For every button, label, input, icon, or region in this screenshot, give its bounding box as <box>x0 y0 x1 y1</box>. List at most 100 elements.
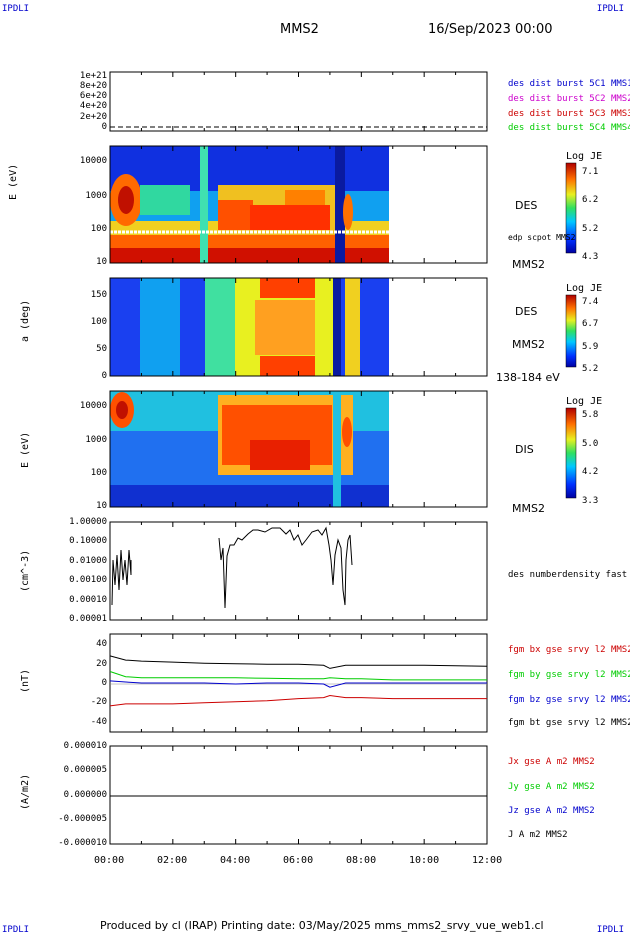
ytick-label: 100 <box>90 224 107 234</box>
spacecraft-label: MMS2 <box>512 258 545 271</box>
xtick-label: 02:00 <box>157 855 188 866</box>
energy-range-label: 138-184 eV <box>496 371 560 384</box>
legend-item: des dist burst 5C2 MMS2 <box>508 94 630 104</box>
legend-item: fgm bz gse srvy l2 MMS2 <box>508 695 630 705</box>
ytick-label: 6e+20 <box>79 91 107 101</box>
colorbar-tick: 6.2 <box>582 195 599 205</box>
ytick-label: 100 <box>90 317 107 327</box>
colorbar-tick: 4.3 <box>582 252 599 262</box>
legend-item: J A m2 MMS2 <box>508 830 568 840</box>
ytick-label: 0.00010 <box>69 595 107 605</box>
ytick-label: 0 <box>101 122 107 132</box>
ytick-label: 8e+20 <box>79 81 107 91</box>
xtick-label: 12:00 <box>472 855 503 866</box>
ytick-label: 1.00000 <box>69 517 107 527</box>
ytick-label: 50 <box>96 344 107 354</box>
ytick-label: 4e+20 <box>79 101 107 111</box>
colorbar-title: Log JE <box>566 283 603 294</box>
ylabel-bfield: (nT) <box>20 668 31 693</box>
legend-item: des numberdensity fast M <box>508 570 630 580</box>
legend-item: des dist burst 5C3 MMS3 <box>508 109 630 119</box>
ytick-label: -40 <box>90 717 107 727</box>
colorbar-tick: 5.8 <box>582 410 599 420</box>
ylabel-current: (A/m2) <box>20 773 31 810</box>
scpot-label: edp scpot MMS2 <box>508 233 576 242</box>
ylabel-density: (cm^-3) <box>20 549 31 592</box>
ytick-label: 1000 <box>85 435 107 445</box>
instrument-label: DES <box>515 305 538 318</box>
legend-item: fgm bx gse srvy l2 MMS2 <box>508 645 630 655</box>
ytick-label: 2e+20 <box>79 112 107 122</box>
colorbar-tick: 5.2 <box>582 224 599 234</box>
colorbar-des-energy <box>565 162 577 254</box>
colorbar-title: Log JE <box>566 151 603 162</box>
corner-label-bottom-left: IPDLI <box>2 925 30 935</box>
xtick-label: 00:00 <box>94 855 125 866</box>
ytick-label: 0.10000 <box>69 536 107 546</box>
ytick-label: 10000 <box>79 401 107 411</box>
ytick-label: 40 <box>96 639 107 649</box>
xtick-label: 04:00 <box>220 855 251 866</box>
colorbar-tick: 7.1 <box>582 167 599 177</box>
corner-label-bottom-right: IPDLI <box>596 925 624 935</box>
panel-bfield <box>109 633 488 733</box>
legend-item: Jx gse A m2 MMS2 <box>508 757 595 767</box>
legend-item: fgm by gse srvy l2 MMS2 <box>508 670 630 680</box>
ytick-label: 10 <box>96 257 107 267</box>
panel-des-energy <box>109 145 488 264</box>
ytick-label: 0.000005 <box>63 765 107 775</box>
ylabel-des-pitch: a (deg) <box>20 299 31 342</box>
colorbar-tick: 5.9 <box>582 342 599 352</box>
ytick-label: -0.000005 <box>58 814 107 824</box>
spacecraft-title: MMS2 <box>280 22 319 37</box>
panel-current <box>109 745 488 845</box>
ytick-label: 10 <box>96 501 107 511</box>
xtick-label: 10:00 <box>409 855 440 866</box>
ytick-label: -20 <box>90 697 107 707</box>
instrument-label: DES <box>515 199 538 212</box>
ytick-label: 10000 <box>79 156 107 166</box>
panel-des-dist <box>109 71 488 132</box>
bfield-line-bt <box>109 655 488 669</box>
ytick-label: 0.00100 <box>69 575 107 585</box>
corner-label-top-left: IPDLI <box>2 4 30 14</box>
instrument-label: DIS <box>515 443 534 456</box>
legend-item: Jz gse A m2 MMS2 <box>508 806 595 816</box>
spacecraft-label: MMS2 <box>512 502 545 515</box>
colorbar-dis-energy <box>565 407 577 499</box>
ylabel-des-energy: E (eV) <box>8 163 19 200</box>
spacecraft-label: MMS2 <box>512 338 545 351</box>
colorbar-tick: 5.2 <box>582 364 599 374</box>
corner-label-top-right: IPDLI <box>596 4 624 14</box>
bfield-line-bz <box>109 680 487 688</box>
ytick-label: 100 <box>90 468 107 478</box>
colorbar-tick: 7.4 <box>582 297 599 307</box>
legend-item: fgm bt gse srvy l2 MMS2 <box>508 718 630 728</box>
legend-item: Jy gse A m2 MMS2 <box>508 782 595 792</box>
legend-item: des dist burst 5C1 MMS1 <box>508 79 630 89</box>
ytick-label: 1e+21 <box>79 71 107 81</box>
ytick-label: -0.000010 <box>58 838 107 848</box>
ytick-label: 0 <box>101 678 107 688</box>
ytick-label: 150 <box>90 290 107 300</box>
panel-dis-energy <box>109 390 488 508</box>
footer-text: Produced by cl (IRAP) Printing date: 03/… <box>100 919 544 932</box>
bfield-line-bx <box>109 694 487 707</box>
ytick-label: 0.00001 <box>69 614 107 624</box>
ytick-label: 0 <box>101 371 107 381</box>
colorbar-tick: 3.3 <box>582 496 599 506</box>
legend-item: des dist burst 5C4 MMS4 <box>508 123 630 133</box>
ytick-label: 20 <box>96 659 107 669</box>
bfield-line-by <box>109 671 487 681</box>
xtick-label: 06:00 <box>283 855 314 866</box>
ytick-label: 0.01000 <box>69 556 107 566</box>
xtick-label: 08:00 <box>346 855 377 866</box>
colorbar-tick: 6.7 <box>582 319 599 329</box>
panel-density <box>109 521 488 621</box>
ytick-label: 0.000010 <box>63 741 107 751</box>
colorbar-tick: 4.2 <box>582 467 599 477</box>
panel-des-pitch <box>109 277 488 377</box>
ytick-label: 1000 <box>85 191 107 201</box>
date-label: 16/Sep/2023 00:00 <box>428 22 553 37</box>
